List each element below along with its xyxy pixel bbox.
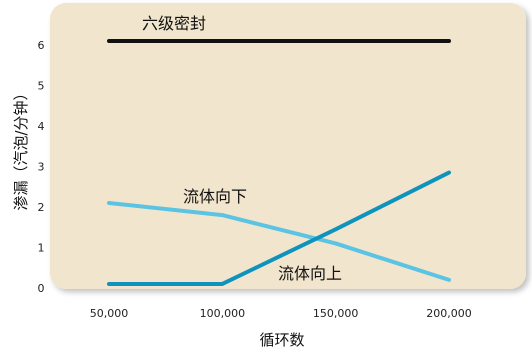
series-label-fluid-up: 流体向上 (278, 264, 342, 283)
y-tick-label: 6 (38, 39, 45, 52)
series-layer (107, 38, 451, 286)
plot-area (50, 3, 526, 289)
y-tick-label: 2 (38, 201, 45, 214)
x-tick-label: 50,000 (90, 307, 129, 320)
series-line-2 (107, 170, 451, 286)
y-axis-title: 渗漏（汽泡/分钟） (12, 85, 30, 210)
y-tick-label: 4 (38, 120, 45, 133)
y-tick-label: 0 (38, 282, 45, 295)
x-tick-label: 150,000 (313, 307, 359, 320)
x-tick-label: 200,000 (426, 307, 472, 320)
y-tick-label: 5 (38, 80, 45, 93)
y-tick-label: 1 (38, 242, 45, 255)
x-tick-label: 100,000 (200, 307, 246, 320)
series-label-six-level-seal: 六级密封 (142, 14, 206, 33)
series-line-1 (107, 200, 451, 282)
x-tick-labels: 50,000 100,000 150,000 200,000 (90, 307, 472, 320)
y-tick-label: 3 (38, 161, 45, 174)
y-tick-labels: 0 1 2 3 4 5 6 (38, 39, 45, 295)
x-axis-title: 循环数 (259, 331, 304, 349)
series-label-fluid-down: 流体向下 (183, 187, 247, 206)
